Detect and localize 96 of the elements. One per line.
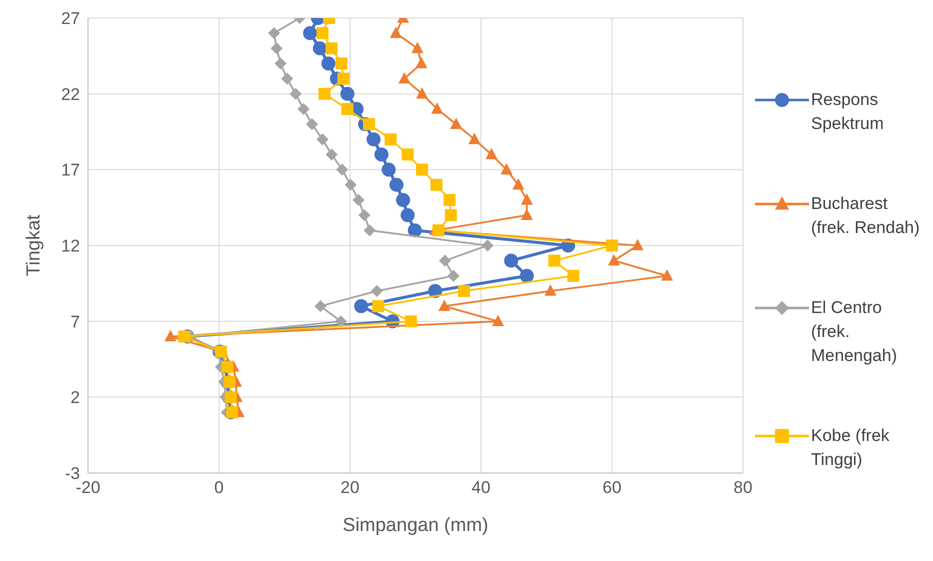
point — [390, 178, 404, 192]
point — [340, 86, 354, 101]
point — [468, 132, 480, 144]
legend-label: Bucharest (frek. Rendah) — [811, 192, 921, 238]
x-tick-label: 20 — [340, 478, 360, 498]
y-tick-label: 12 — [61, 236, 80, 256]
point — [364, 224, 376, 236]
point — [334, 315, 347, 328]
point — [326, 42, 338, 54]
legend-label: Kobe (frek Tinggi) — [811, 424, 890, 470]
point — [362, 118, 375, 130]
point — [400, 208, 415, 222]
point — [337, 72, 350, 85]
point — [303, 26, 318, 40]
point — [341, 103, 354, 115]
point — [226, 406, 238, 418]
y-axis-title: Tingkat — [24, 214, 45, 276]
point — [384, 133, 397, 146]
y-tick-label: 2 — [70, 388, 80, 408]
point — [444, 194, 456, 206]
point — [402, 148, 414, 160]
legend-label: El Centro (frek. Menengah) — [811, 296, 898, 366]
point — [358, 209, 370, 222]
point — [444, 209, 457, 222]
point — [438, 254, 451, 267]
point — [482, 240, 494, 252]
x-tick-label: 0 — [214, 478, 224, 498]
y-tick-label: 17 — [61, 160, 80, 180]
point — [415, 56, 428, 68]
point — [458, 285, 470, 297]
point — [312, 41, 327, 56]
point — [431, 102, 444, 114]
point — [390, 26, 402, 38]
point — [268, 27, 280, 40]
point — [396, 193, 410, 207]
point — [354, 299, 368, 314]
point — [326, 148, 338, 160]
point — [290, 88, 302, 100]
point — [382, 162, 396, 177]
point — [314, 300, 327, 312]
point — [567, 270, 580, 282]
point — [270, 42, 283, 54]
point — [316, 133, 328, 146]
point — [274, 58, 287, 70]
point — [297, 103, 310, 115]
x-tick-label: 60 — [602, 478, 622, 498]
x-axis-title: Simpangan (mm) — [342, 515, 488, 536]
point — [335, 58, 348, 70]
point — [504, 254, 518, 268]
point — [352, 194, 365, 206]
point — [430, 178, 442, 191]
point — [164, 330, 177, 342]
point — [178, 330, 190, 342]
point — [306, 118, 318, 130]
point — [520, 268, 534, 283]
point — [447, 270, 460, 282]
point — [661, 269, 674, 281]
point — [544, 284, 556, 296]
point — [432, 224, 444, 236]
point — [411, 42, 424, 54]
point — [224, 391, 237, 404]
point — [281, 72, 294, 85]
x-tick-label: 80 — [734, 478, 752, 498]
point — [500, 163, 513, 174]
y-tick-label: 27 — [61, 9, 80, 28]
point — [336, 164, 348, 176]
y-tick-label: 22 — [61, 84, 80, 104]
point — [450, 118, 462, 129]
point — [398, 72, 410, 84]
point — [321, 56, 336, 70]
point — [520, 193, 533, 205]
legend-label: Respons Spektrum — [811, 88, 885, 134]
point — [408, 223, 422, 238]
point — [416, 164, 428, 176]
point — [608, 254, 620, 266]
point — [438, 300, 450, 311]
point — [374, 148, 388, 162]
point — [485, 148, 498, 160]
point — [404, 315, 417, 328]
point — [492, 314, 504, 326]
point — [606, 240, 618, 252]
point — [520, 208, 533, 220]
point — [632, 238, 644, 250]
point — [316, 27, 328, 40]
point — [512, 178, 524, 190]
x-tick-label: 40 — [472, 478, 490, 498]
point — [366, 132, 381, 146]
point — [548, 254, 560, 267]
point — [318, 88, 330, 100]
point — [223, 376, 236, 388]
point — [416, 87, 428, 99]
point — [370, 285, 383, 297]
y-tick-label: 7 — [70, 312, 80, 332]
point — [372, 300, 384, 312]
point — [344, 178, 357, 191]
point — [222, 360, 234, 373]
